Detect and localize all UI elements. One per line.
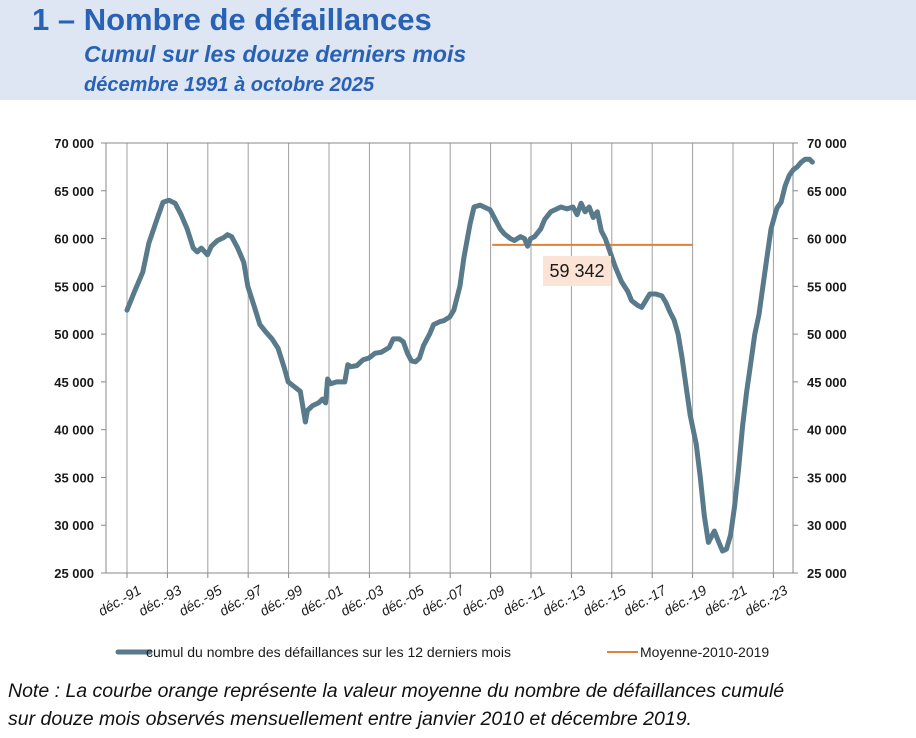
y-tick-label-right: 35 000 (807, 470, 847, 485)
y-tick-label-left: 65 000 (54, 184, 94, 199)
x-tick-label: déc.-07 (418, 581, 467, 619)
x-tick-label: déc.-05 (378, 582, 427, 619)
y-tick-label-right: 60 000 (807, 232, 847, 247)
x-tick-label: déc.-15 (580, 582, 629, 619)
y-tick-label-left: 60 000 (54, 232, 94, 247)
x-tick-label: déc.-97 (216, 581, 265, 619)
y-axis-left: 25 000 30 000 35 000 40 000 45 000 50 000 55 0… (54, 136, 106, 581)
chart-series (124, 156, 815, 554)
annotation-label: 59 342 (549, 261, 604, 281)
page-subtitle: Cumul sur les douze derniers mois (84, 41, 467, 67)
x-tick-label: déc.-95 (176, 582, 225, 619)
y-tick-label-right: 70 000 (807, 136, 847, 151)
y-tick-label-right: 55 000 (807, 279, 847, 294)
x-tick-label: déc.-03 (338, 582, 387, 619)
page-title: 1 – Nombre de défaillances (32, 2, 432, 37)
y-axis-right: 25 000 30 000 35 000 40 000 45 000 50 000 55 0… (793, 136, 847, 581)
y-tick-label-left: 45 000 (54, 375, 94, 390)
series-line-defaillances (124, 156, 815, 554)
legend-label-series: cumul du nombre des défaillances sur les… (146, 644, 511, 660)
footnote-line-1: Note : La courbe orange représente la va… (8, 680, 785, 702)
x-tick-label: déc.-11 (500, 582, 548, 619)
annotation-box (543, 256, 611, 286)
x-tick-label: déc.-19 (661, 582, 710, 619)
y-tick-label-right: 45 000 (807, 375, 847, 390)
x-axis: déc.-91déc.-93déc.-95déc.-97déc.-99déc.-… (95, 573, 790, 619)
average-annotation: 59 342 (543, 256, 611, 286)
footnote: Note : La courbe orange représente la va… (8, 677, 908, 733)
y-tick-label-left: 35 000 (54, 470, 94, 485)
x-tick-label: déc.-93 (136, 582, 185, 619)
chart-grid (126, 143, 774, 573)
legend: cumul du nombre des défaillances sur les… (115, 644, 769, 660)
y-tick-label-left: 30 000 (54, 518, 94, 533)
y-tick-label-right: 40 000 (807, 423, 847, 438)
y-tick-label-right: 50 000 (807, 327, 847, 342)
y-tick-label-right: 65 000 (807, 184, 847, 199)
x-tick-label: déc.-23 (742, 582, 791, 619)
header: 1 – Nombre de défaillances Cumul sur les… (0, 0, 916, 100)
date-range: décembre 1991 à octobre 2025 (84, 74, 375, 96)
y-tick-label-left: 50 000 (54, 327, 94, 342)
y-tick-label-left: 25 000 (54, 566, 94, 581)
x-tick-label: déc.-21 (701, 582, 749, 619)
x-tick-label: déc.-17 (620, 581, 669, 619)
x-tick-label: déc.-09 (459, 582, 508, 619)
x-tick-label: déc.-99 (257, 582, 306, 619)
x-tick-label: déc.-13 (540, 582, 589, 619)
legend-label-average: Moyenne-2010-2019 (640, 644, 769, 660)
x-tick-label: déc.-91 (95, 582, 143, 619)
footnote-line-2: sur douze mois observés mensuellement en… (8, 708, 692, 730)
y-tick-label-right: 25 000 (807, 566, 847, 581)
chart: 25 000 30 000 35 000 40 000 45 000 50 000 55 0… (54, 136, 847, 660)
y-tick-label-left: 55 000 (54, 279, 94, 294)
y-tick-label-left: 40 000 (54, 423, 94, 438)
y-tick-label-right: 30 000 (807, 518, 847, 533)
x-tick-label: déc.-01 (297, 582, 345, 619)
y-tick-label-left: 70 000 (54, 136, 94, 151)
plot-area (105, 142, 794, 574)
